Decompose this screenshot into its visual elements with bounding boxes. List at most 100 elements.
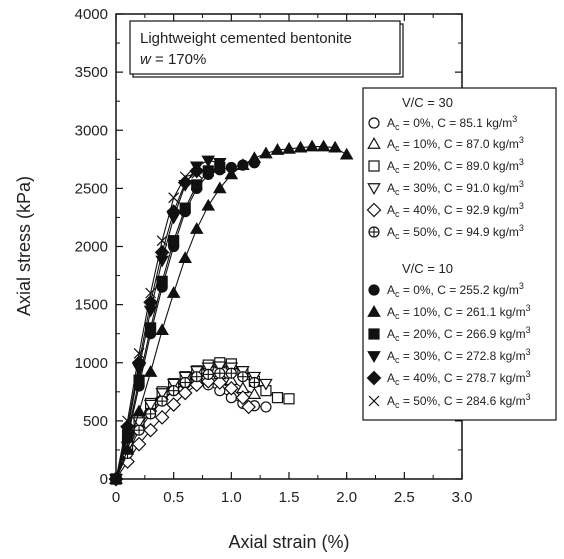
data-point	[166, 286, 181, 298]
data-point	[247, 151, 262, 163]
data-point	[270, 143, 285, 155]
legend-frame	[362, 87, 557, 421]
x-tick-label: 0	[112, 489, 120, 506]
data-point	[339, 147, 354, 160]
data-point	[223, 380, 239, 396]
data-point	[143, 294, 158, 310]
legend-item: Ac = 30%, C = 272.8 kg/m3	[367, 347, 531, 365]
data-point	[305, 139, 319, 152]
legend-marker	[368, 117, 380, 129]
data-point	[168, 385, 180, 397]
legend: V/C = 30 V/C = 10 Ac = 0%, C = 85.1 kg/m…	[362, 87, 557, 421]
legend-marker	[368, 284, 380, 296]
data-point	[271, 392, 284, 404]
legend-label: Ac = 20%, C = 266.9 kg/m3	[387, 325, 531, 343]
annotation-box: Lightweight cemented bentonite w = 170%	[129, 20, 404, 78]
data-point	[189, 377, 205, 393]
legend-label: Ac = 40%, C = 92.9 kg/m3	[387, 201, 524, 219]
data-point	[202, 368, 214, 380]
data-point	[328, 140, 342, 153]
data-point	[178, 251, 192, 263]
data-point	[283, 393, 295, 405]
data-point	[131, 436, 147, 452]
data-point	[248, 376, 260, 389]
data-point	[293, 140, 308, 153]
data-point	[145, 408, 157, 420]
data-point	[241, 399, 256, 415]
x-tick-label: 3.0	[452, 489, 473, 506]
legend-marker	[368, 226, 380, 238]
data-point	[224, 167, 239, 180]
data-point	[247, 387, 262, 399]
x-tick-label: 2.5	[394, 489, 415, 506]
legend-label: Ac = 40%, C = 278.7 kg/m3	[387, 369, 531, 387]
data-point	[259, 146, 273, 159]
data-point	[122, 415, 133, 427]
legend-label: Ac = 50%, C = 284.6 kg/m3	[387, 392, 531, 410]
series-line	[115, 159, 220, 480]
y-tick-label: 500	[83, 413, 108, 430]
y-tick-label: 3500	[75, 64, 108, 81]
x-tick-label: 1.0	[221, 489, 242, 506]
legend-marker	[367, 305, 381, 317]
annotation-w-symbol: w	[140, 51, 152, 68]
series-12	[110, 167, 203, 485]
series-line	[115, 172, 197, 480]
legend-marker	[367, 351, 381, 363]
legend-marker	[368, 395, 380, 407]
legend-item: Ac = 30%, C = 91.0 kg/m3	[367, 179, 524, 197]
data-point	[212, 375, 228, 390]
data-point	[145, 287, 157, 299]
data-point	[155, 323, 169, 336]
data-point	[179, 171, 191, 183]
data-point	[155, 388, 169, 400]
data-point	[213, 157, 227, 170]
legend-group-2-title: V/C = 10	[402, 261, 453, 276]
data-point	[132, 404, 146, 417]
legend-item: Ac = 0%, C = 85.1 kg/m3	[368, 114, 517, 132]
tick-labels: 0 0.5 1.0 1.5 2.0 2.5 3.0 0 500 1000 1500 2000 2500 3…	[75, 6, 473, 506]
annotation-line-2: w = 170%	[140, 51, 206, 68]
legend-item: Ac = 10%, C = 87.0 kg/m3	[367, 135, 524, 153]
data-point	[143, 399, 158, 412]
data-point	[168, 192, 180, 204]
y-tick-label: 2500	[75, 180, 108, 197]
data-point	[120, 442, 135, 455]
legend-item: Ac = 50%, C = 284.6 kg/m3	[368, 392, 531, 410]
data-point	[166, 378, 181, 391]
legend-marker	[368, 328, 380, 340]
legend-label: Ac = 20%, C = 89.0 kg/m3	[387, 157, 524, 175]
legend-label: Ac = 10%, C = 261.1 kg/m3	[387, 303, 531, 321]
legend-marker	[367, 183, 381, 195]
data-point	[201, 155, 216, 168]
data-point	[237, 371, 249, 383]
data-point	[179, 202, 191, 214]
legend-label: Ac = 30%, C = 91.0 kg/m3	[387, 179, 524, 197]
data-point	[168, 235, 180, 247]
x-tick-label: 2.0	[336, 489, 357, 506]
data-point	[166, 397, 182, 412]
data-point	[191, 179, 203, 191]
data-point	[213, 181, 227, 194]
data-point	[179, 376, 191, 389]
series-line	[115, 166, 220, 480]
data-point	[143, 422, 158, 438]
data-point	[260, 401, 272, 413]
y-tick-label: 3000	[75, 122, 108, 139]
y-tick-label: 4000	[75, 6, 108, 23]
data-point	[143, 365, 158, 377]
legend-item: Ac = 40%, C = 278.7 kg/m3	[366, 369, 531, 387]
y-tick-label: 0	[100, 471, 108, 488]
data-point	[236, 158, 250, 170]
legend-label: Ac = 10%, C = 87.0 kg/m3	[387, 135, 524, 153]
y-tick-label: 1000	[75, 355, 108, 372]
legend-item: Ac = 40%, C = 92.9 kg/m3	[366, 201, 524, 219]
data-point	[259, 378, 273, 391]
legend-group-1-title: V/C = 30	[402, 95, 453, 110]
data-point	[316, 139, 331, 152]
data-point	[156, 235, 168, 247]
legend-item: Ac = 20%, C = 266.9 kg/m3	[368, 325, 531, 343]
data-point	[133, 424, 145, 436]
legend-label: Ac = 50%, C = 94.9 kg/m3	[387, 223, 524, 241]
